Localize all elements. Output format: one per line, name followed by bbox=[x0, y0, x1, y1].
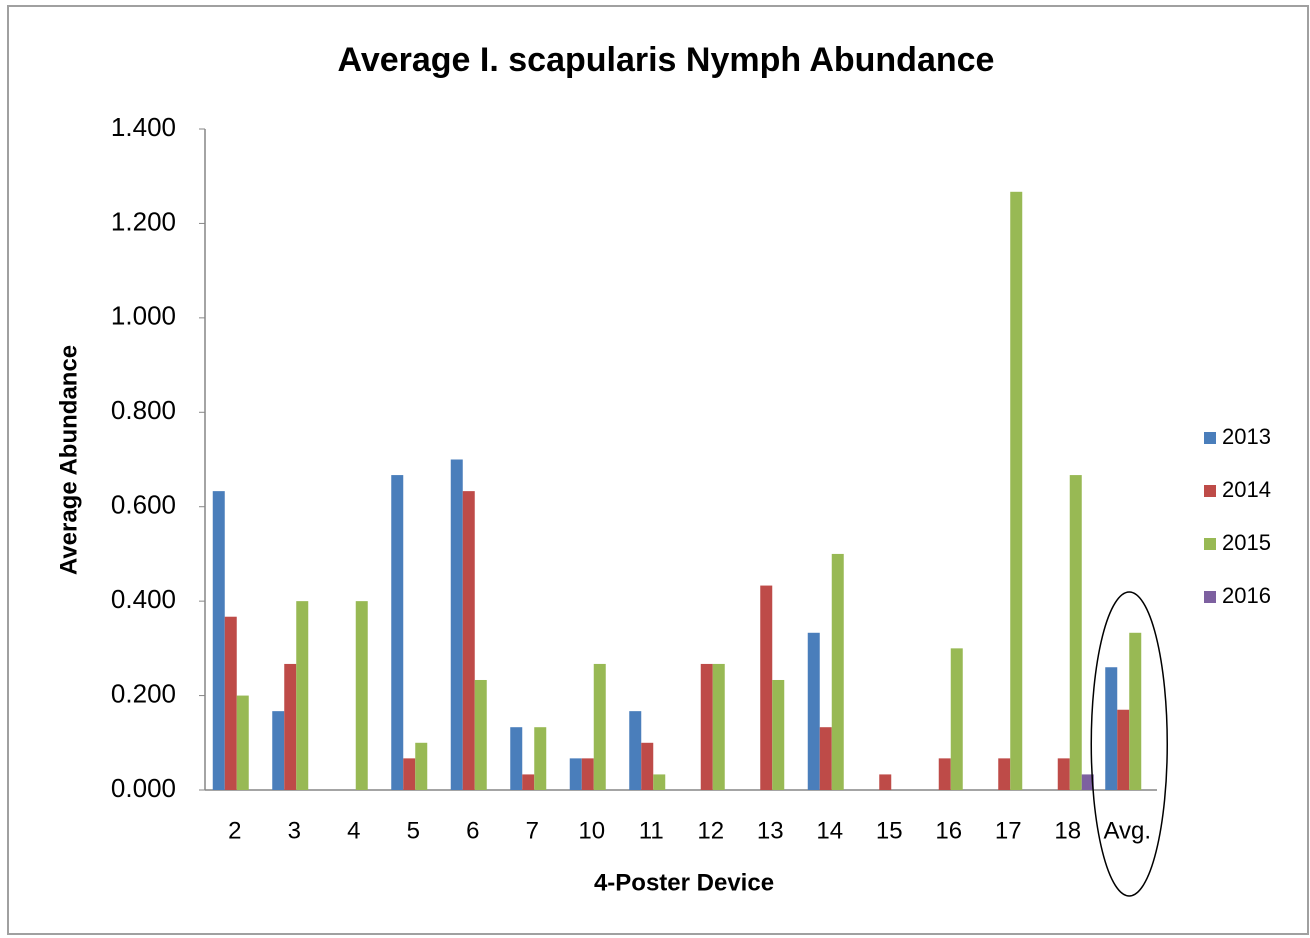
bar bbox=[760, 585, 773, 790]
legend-swatch bbox=[1204, 538, 1216, 550]
bar bbox=[522, 774, 535, 790]
bar bbox=[1105, 667, 1118, 790]
legend-label: 2014 bbox=[1222, 477, 1271, 502]
bar bbox=[534, 727, 547, 790]
bar bbox=[653, 774, 666, 790]
x-tick-label: 13 bbox=[757, 817, 784, 844]
x-tick-label: 11 bbox=[639, 817, 664, 844]
legend-swatch bbox=[1204, 591, 1216, 603]
x-tick-label: 4 bbox=[347, 817, 360, 844]
y-tick-label: 0.600 bbox=[111, 490, 176, 520]
bar bbox=[712, 663, 725, 790]
bar bbox=[510, 727, 523, 790]
bar bbox=[1010, 191, 1023, 791]
bar bbox=[831, 553, 844, 790]
bar bbox=[236, 695, 249, 790]
legend-swatch bbox=[1204, 432, 1216, 444]
bar bbox=[355, 601, 368, 790]
y-tick-label: 0.200 bbox=[111, 678, 176, 708]
y-tick-label: 0.800 bbox=[111, 395, 176, 425]
bar bbox=[938, 758, 951, 790]
bar bbox=[700, 663, 713, 790]
x-tick-label: Avg. bbox=[1103, 817, 1151, 844]
y-tick-label: 1.200 bbox=[111, 206, 176, 236]
bar bbox=[450, 459, 463, 790]
bar bbox=[415, 742, 428, 790]
highlight-ellipse bbox=[1090, 591, 1168, 897]
x-tick-label: 12 bbox=[697, 817, 724, 844]
bar bbox=[629, 711, 642, 790]
bar bbox=[641, 742, 654, 790]
bar bbox=[474, 679, 487, 790]
bar bbox=[272, 711, 285, 790]
x-tick-label: 10 bbox=[578, 817, 605, 844]
bar bbox=[807, 632, 820, 790]
bar bbox=[391, 475, 404, 790]
legend-label: 2013 bbox=[1222, 424, 1271, 449]
x-tick-label: 6 bbox=[466, 817, 479, 844]
bar bbox=[772, 679, 785, 790]
bar bbox=[950, 648, 963, 790]
bar bbox=[998, 758, 1011, 790]
y-axis-label: Average Abundance bbox=[55, 345, 82, 575]
y-tick-label: 1.000 bbox=[111, 301, 176, 331]
bar bbox=[284, 663, 297, 790]
bar bbox=[1081, 774, 1094, 790]
bar bbox=[1129, 632, 1142, 790]
x-tick-label: 18 bbox=[1054, 817, 1081, 844]
bar bbox=[569, 758, 582, 790]
x-tick-label: 3 bbox=[288, 817, 301, 844]
bar bbox=[1117, 709, 1130, 790]
x-tick-label: 2 bbox=[228, 817, 241, 844]
bar bbox=[212, 491, 225, 790]
bar bbox=[224, 616, 237, 790]
bar bbox=[1057, 758, 1070, 790]
x-axis-label: 4-Poster Device bbox=[594, 869, 774, 896]
y-tick-label: 1.400 bbox=[111, 112, 176, 142]
legend-label: 2016 bbox=[1222, 583, 1271, 608]
legend-label: 2015 bbox=[1222, 530, 1271, 555]
bar bbox=[593, 663, 606, 790]
x-tick-label: 15 bbox=[876, 817, 903, 844]
y-tick-label: 0.000 bbox=[111, 773, 176, 803]
bar bbox=[462, 491, 475, 790]
x-tick-label: 17 bbox=[995, 817, 1022, 844]
chart-title: Average I. scapularis Nymph Abundance bbox=[338, 41, 995, 79]
chart-frame bbox=[7, 5, 1309, 935]
bar bbox=[296, 601, 309, 790]
legend-swatch bbox=[1204, 485, 1216, 497]
x-tick-label: 14 bbox=[816, 817, 843, 844]
x-tick-label: 5 bbox=[407, 817, 420, 844]
x-tick-label: 16 bbox=[935, 817, 962, 844]
x-tick-label: 7 bbox=[526, 817, 539, 844]
bar bbox=[819, 727, 832, 790]
y-tick-label: 0.400 bbox=[111, 584, 176, 614]
bar bbox=[1069, 475, 1082, 790]
bar bbox=[403, 758, 416, 790]
bar bbox=[581, 758, 594, 790]
bar bbox=[879, 774, 892, 790]
